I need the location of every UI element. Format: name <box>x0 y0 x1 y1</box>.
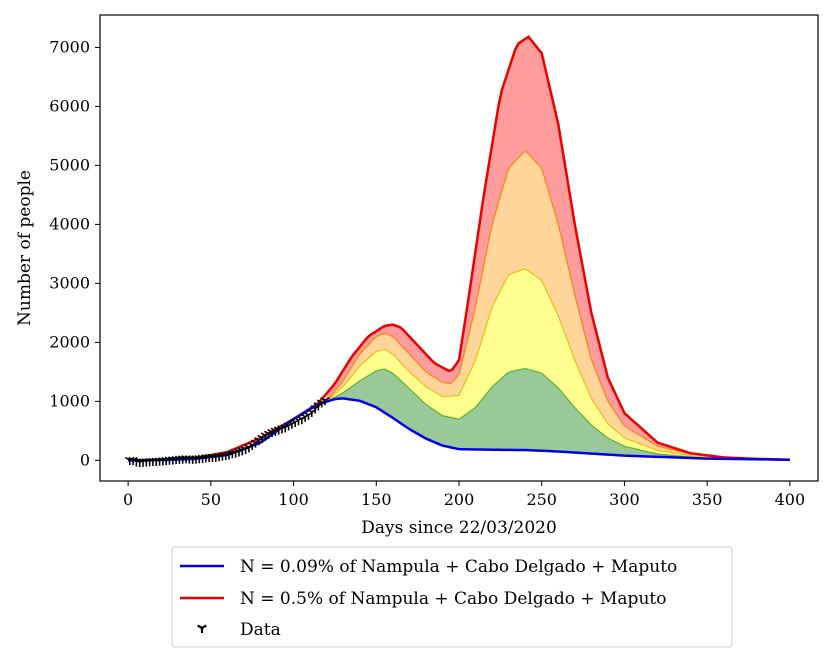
x-tick-label: 250 <box>526 490 557 509</box>
band-fill-2 <box>326 268 790 460</box>
y-axis-label: Number of people <box>15 170 35 326</box>
x-tick-label: 400 <box>775 490 806 509</box>
legend-marker-data <box>197 624 207 633</box>
y-tick-label: 1000 <box>49 391 90 410</box>
band-fill-1 <box>326 368 790 460</box>
y-tick-label: 2000 <box>49 332 90 351</box>
x-tick-label: 300 <box>609 490 640 509</box>
x-tick-label: 150 <box>361 490 392 509</box>
x-axis-label: Days since 22/03/2020 <box>361 518 557 538</box>
legend-label-n05: N = 0.5% of Nampula + Cabo Delgado + Map… <box>240 589 666 609</box>
y-tick-label: 7000 <box>49 37 90 56</box>
legend-box <box>171 546 733 648</box>
x-tick-label: 50 <box>201 490 221 509</box>
x-tick-label: 200 <box>444 490 475 509</box>
confidence-bands <box>326 37 790 461</box>
x-tick-label: 0 <box>123 490 133 509</box>
legend: N = 0.09% of Nampula + Cabo Delgado + Ma… <box>171 546 733 648</box>
y-tick-label: 3000 <box>49 273 90 292</box>
x-tick-label: 100 <box>278 490 309 509</box>
y-tick-label: 5000 <box>49 155 90 174</box>
y-tick-label: 6000 <box>49 96 90 115</box>
legend-label-data: Data <box>240 620 281 640</box>
data-points <box>125 396 330 468</box>
y-tick-label: 4000 <box>49 214 90 233</box>
y-axis-ticks: 0 1000 2000 3000 4000 5000 6000 7000 <box>49 37 100 469</box>
data-point <box>320 396 330 406</box>
legend-label-n009: N = 0.09% of Nampula + Cabo Delgado + Ma… <box>240 557 677 577</box>
x-axis-ticks: 0 50 100 150 200 250 300 350 400 <box>123 481 805 509</box>
x-tick-label: 350 <box>692 490 723 509</box>
y-tick-label: 0 <box>80 450 90 469</box>
